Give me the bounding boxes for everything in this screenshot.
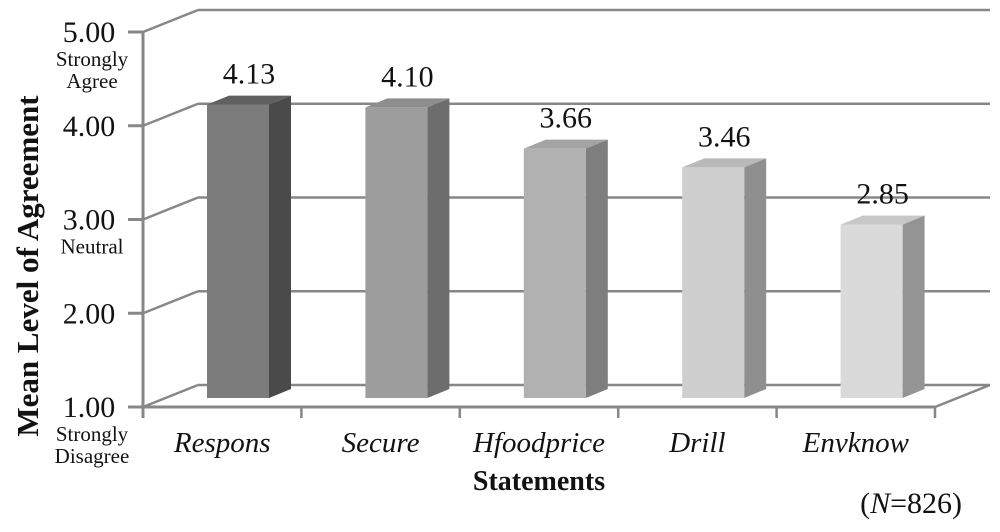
y-tick-sublabel: Strongly — [56, 422, 129, 446]
bar-top-face — [365, 98, 450, 108]
x-category-label: Drill — [668, 427, 725, 459]
bar-side-face — [902, 215, 925, 398]
y-tick-sublabel: Neutral — [61, 235, 124, 259]
y-tick-label: 3.00 — [63, 204, 116, 237]
y-tick-label: 5.00 — [63, 16, 116, 49]
bar-value-label: 2.85 — [856, 178, 909, 211]
left-wall-depth-line — [142, 383, 199, 409]
x-category-label: Envknow — [802, 427, 910, 459]
left-wall-depth-line — [142, 196, 199, 221]
note-n-symbol: N — [870, 487, 891, 520]
bar-value-label: 3.46 — [698, 120, 751, 153]
bar-front-face — [207, 104, 269, 398]
note-value: =826) — [890, 487, 962, 520]
bar-drill — [682, 158, 767, 398]
bar-top-face — [840, 215, 925, 225]
bar-top-face — [682, 158, 767, 168]
bar-front-face — [365, 107, 428, 398]
y-axis-title: Mean Level of Agreement — [10, 95, 45, 437]
bar-top-face — [207, 95, 291, 105]
bar-top-face — [523, 139, 608, 149]
x-category-label: Hfoodprice — [472, 427, 605, 459]
y-tick-label: 1.00 — [63, 391, 116, 424]
y-tick-sublabel: Agree — [66, 69, 117, 93]
bar-side-face — [269, 95, 291, 398]
bar-side-face — [585, 139, 608, 398]
y-tick-sublabel: Strongly — [56, 47, 129, 71]
bar-side-face — [744, 158, 767, 398]
bar-front-face — [840, 224, 903, 398]
bar-respons — [207, 95, 291, 398]
bar-hfoodprice — [523, 139, 608, 398]
x-axis-title: Statements — [472, 466, 606, 497]
y-tick-label: 2.00 — [63, 297, 116, 330]
left-wall-depth-line — [142, 290, 199, 315]
bar-front-face — [682, 167, 745, 398]
y-tick-sublabel: Disagree — [55, 444, 130, 468]
floor-right-depth-line — [934, 383, 991, 409]
bar-envknow — [840, 215, 925, 398]
bar-side-face — [427, 98, 450, 398]
note-open-paren: ( — [860, 487, 871, 520]
x-category-label: Secure — [342, 427, 420, 459]
left-wall-depth-line — [142, 8, 199, 34]
y-tick-label: 4.00 — [63, 110, 116, 143]
bar-front-face — [523, 148, 586, 398]
bar-value-label: 3.66 — [540, 102, 593, 135]
x-category-label: Respons — [173, 427, 271, 459]
bar-value-label: 4.10 — [381, 60, 434, 93]
sample-size-note: (N=826) — [860, 487, 962, 521]
bar-value-label: 4.13 — [223, 58, 276, 91]
bar-secure — [365, 98, 450, 398]
left-wall-depth-line — [142, 102, 199, 127]
